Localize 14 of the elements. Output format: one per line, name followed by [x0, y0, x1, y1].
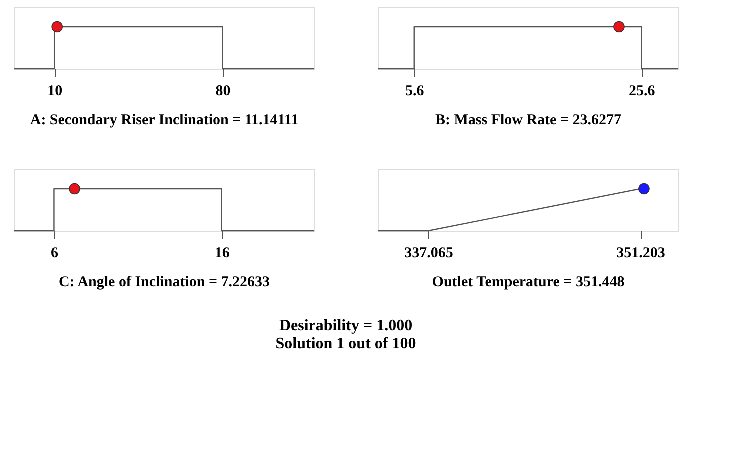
x-axis-title: C: Angle of Inclination = 7.22633: [58, 274, 270, 290]
text: Solution 1 out of 100: [276, 336, 416, 352]
x-axis-title: B: Mass Flow Rate = 23.6277: [435, 112, 622, 128]
text: Desirability = 1.000: [279, 318, 413, 334]
x-axis-title: A: Secondary Riser Inclination = 11.14111: [30, 112, 299, 128]
x-tick-label: 25.6: [629, 84, 656, 100]
x-tick-label: 351.203: [616, 246, 666, 262]
x-tick-label: 80: [216, 84, 231, 100]
x-tick-label: 337.065: [404, 246, 454, 262]
x-tick-label: 10: [48, 84, 63, 100]
x-tick-label: 5.6: [405, 84, 425, 100]
x-tick-label: 16: [214, 246, 230, 262]
x-axis-title: Outlet Temperature = 351.448: [432, 274, 625, 290]
x-tick-label: 6: [50, 246, 59, 262]
